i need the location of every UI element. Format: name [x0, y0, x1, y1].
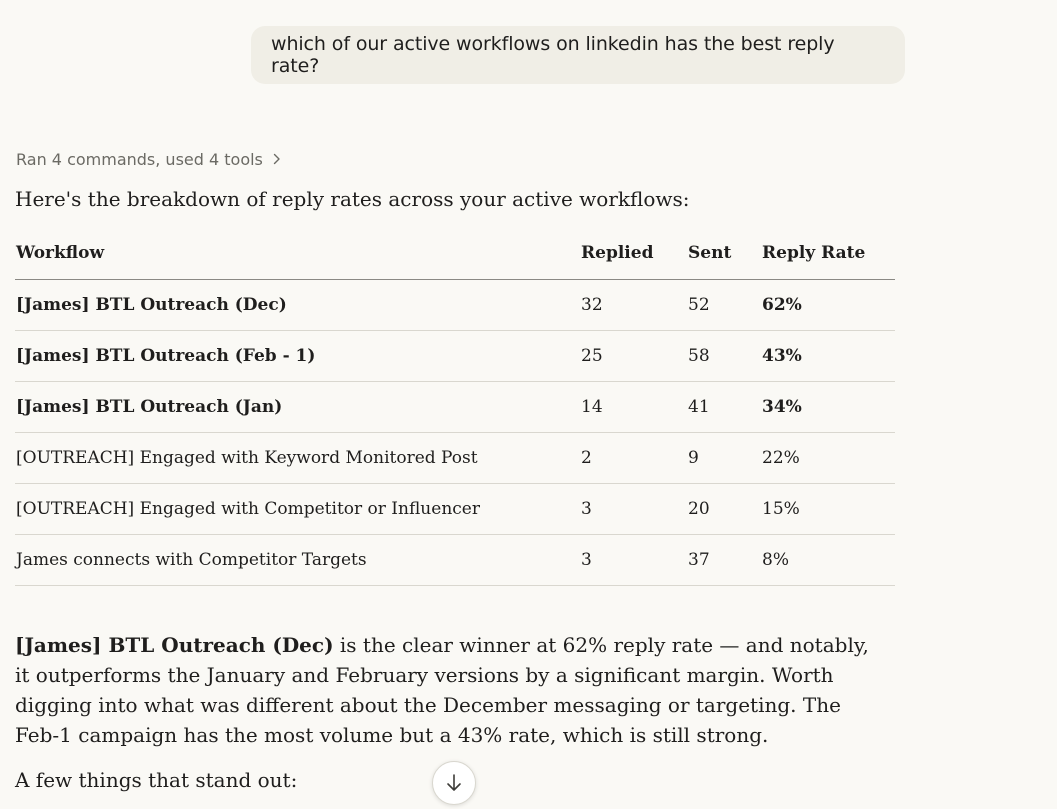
cell-sent: 37 — [687, 534, 761, 586]
cell-reply-rate: 62% — [761, 279, 895, 331]
cell-workflow: [James] BTL Outreach (Jan) — [15, 381, 580, 433]
cell-workflow: [OUTREACH] Engaged with Keyword Monitore… — [15, 432, 580, 484]
cell-reply-rate: 15% — [761, 483, 895, 535]
cell-sent: 20 — [687, 483, 761, 535]
reply-rate-table: Workflow Replied Sent Reply Rate [James]… — [15, 227, 895, 586]
header-workflow: Workflow — [15, 227, 580, 280]
cell-sent: 58 — [687, 330, 761, 382]
table-header-row: Workflow Replied Sent Reply Rate — [15, 227, 895, 280]
header-replied: Replied — [580, 227, 687, 280]
tools-summary-toggle[interactable]: Ran 4 commands, used 4 tools — [16, 148, 281, 170]
cell-workflow: [OUTREACH] Engaged with Competitor or In… — [15, 483, 580, 535]
response-intro: Here's the breakdown of reply rates acro… — [15, 187, 690, 211]
cell-reply-rate: 22% — [761, 432, 895, 484]
cell-reply-rate: 8% — [761, 534, 895, 586]
cell-replied: 14 — [580, 381, 687, 433]
cell-workflow: James connects with Competitor Targets — [15, 534, 580, 586]
cell-replied: 3 — [580, 483, 687, 535]
cell-replied: 2 — [580, 432, 687, 484]
user-message-bubble: which of our active workflows on linkedi… — [251, 26, 905, 84]
cell-replied: 25 — [580, 330, 687, 382]
table-row: [James] BTL Outreach (Feb - 1) 25 58 43% — [15, 330, 895, 382]
cell-replied: 32 — [580, 279, 687, 331]
cell-reply-rate: 34% — [761, 381, 895, 433]
cell-workflow: [James] BTL Outreach (Dec) — [15, 279, 580, 331]
cell-reply-rate: 43% — [761, 330, 895, 382]
table-row: [James] BTL Outreach (Jan) 14 41 34% — [15, 381, 895, 433]
tools-summary-label: Ran 4 commands, used 4 tools — [16, 149, 263, 169]
arrow-down-icon — [447, 774, 461, 791]
table-row: [OUTREACH] Engaged with Keyword Monitore… — [15, 432, 895, 484]
table-row: [OUTREACH] Engaged with Competitor or In… — [15, 483, 895, 535]
cell-replied: 3 — [580, 534, 687, 586]
user-message-text: which of our active workflows on linkedi… — [271, 33, 835, 77]
standout-heading: A few things that stand out: — [15, 768, 298, 792]
cell-sent: 9 — [687, 432, 761, 484]
cell-workflow: [James] BTL Outreach (Feb - 1) — [15, 330, 580, 382]
table-row: James connects with Competitor Targets 3… — [15, 534, 895, 586]
cell-sent: 52 — [687, 279, 761, 331]
header-sent: Sent — [687, 227, 761, 280]
scroll-to-bottom-button[interactable] — [432, 761, 476, 805]
header-reply-rate: Reply Rate — [761, 227, 895, 280]
cell-sent: 41 — [687, 381, 761, 433]
summary-bold-lead: [James] BTL Outreach (Dec) — [15, 633, 334, 657]
summary-text: is the clear winner at 62% reply rate — … — [15, 633, 869, 747]
table-row: [James] BTL Outreach (Dec) 32 52 62% — [15, 279, 895, 331]
summary-paragraph: [James] BTL Outreach (Dec) is the clear … — [15, 630, 885, 750]
chevron-right-icon — [273, 153, 280, 165]
